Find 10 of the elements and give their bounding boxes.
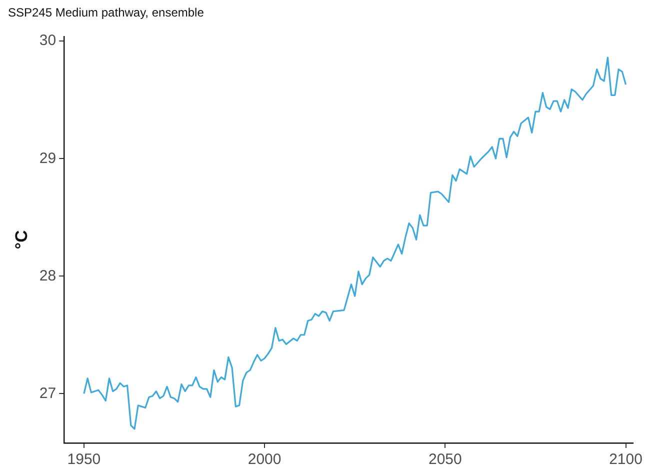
x-tick-label: 1950 (67, 451, 101, 468)
y-axis-title: °C (12, 230, 31, 250)
x-tick-label: 2100 (609, 451, 642, 468)
y-tick-label: 30 (39, 32, 56, 50)
chart-title: SSP245 Medium pathway, ensemble (8, 6, 204, 20)
x-tick-label: 2050 (428, 451, 462, 468)
y-tick-label: 27 (39, 384, 56, 402)
y-tick-label: 29 (39, 150, 56, 167)
y-tick-label: 28 (39, 267, 56, 284)
x-tick-label: 2000 (248, 451, 282, 468)
